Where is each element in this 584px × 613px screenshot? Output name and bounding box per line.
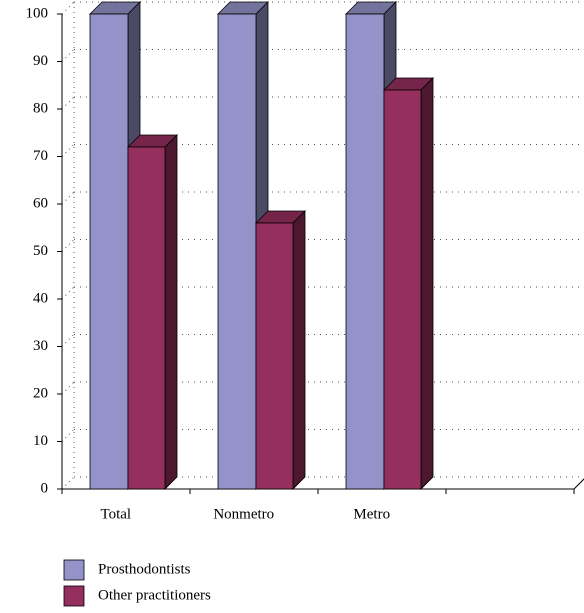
- grid-line: [61, 334, 75, 347]
- grid-line: [61, 429, 75, 442]
- grid-line: [61, 286, 75, 300]
- bar-side: [164, 134, 178, 490]
- y-tick-label: 70: [33, 148, 48, 164]
- bar: [127, 146, 166, 490]
- legend-label: Prosthodontists: [98, 561, 191, 577]
- grid-line: [61, 239, 75, 252]
- y-tick-label: 60: [33, 195, 48, 211]
- legend-label: Other practitioners: [98, 587, 211, 603]
- grid-line: [61, 1, 75, 15]
- x-tick-label: Nonmetro: [213, 506, 274, 522]
- y-tick-label: 10: [33, 433, 48, 449]
- grid-line: [61, 96, 75, 110]
- bar: [345, 13, 385, 490]
- y-tick-label: 40: [33, 290, 48, 306]
- x-tick-label: Total: [100, 506, 131, 522]
- y-tick-label: 50: [33, 243, 48, 259]
- y-tick-label: 30: [33, 338, 48, 354]
- y-tick-label: 80: [33, 100, 48, 116]
- bar-side: [420, 77, 434, 490]
- legend-swatch: [63, 585, 85, 607]
- grid-line: [61, 49, 75, 62]
- bar: [383, 89, 422, 490]
- grid-line: [61, 144, 75, 157]
- y-tick-label: 20: [33, 385, 48, 401]
- y-tick-label: 0: [41, 480, 49, 496]
- y-tick-label: 90: [33, 53, 48, 69]
- y-tick-label: 100: [26, 5, 49, 21]
- grid-line: [61, 191, 75, 205]
- bar: [255, 222, 294, 490]
- bar: [89, 13, 129, 490]
- x-tick-label: Metro: [353, 506, 390, 522]
- grid-line: [61, 381, 75, 395]
- bar-side: [292, 210, 306, 490]
- legend-swatch: [63, 559, 85, 581]
- bar: [217, 13, 257, 490]
- grid-line: [61, 476, 75, 490]
- x-axis-depth: [573, 478, 584, 490]
